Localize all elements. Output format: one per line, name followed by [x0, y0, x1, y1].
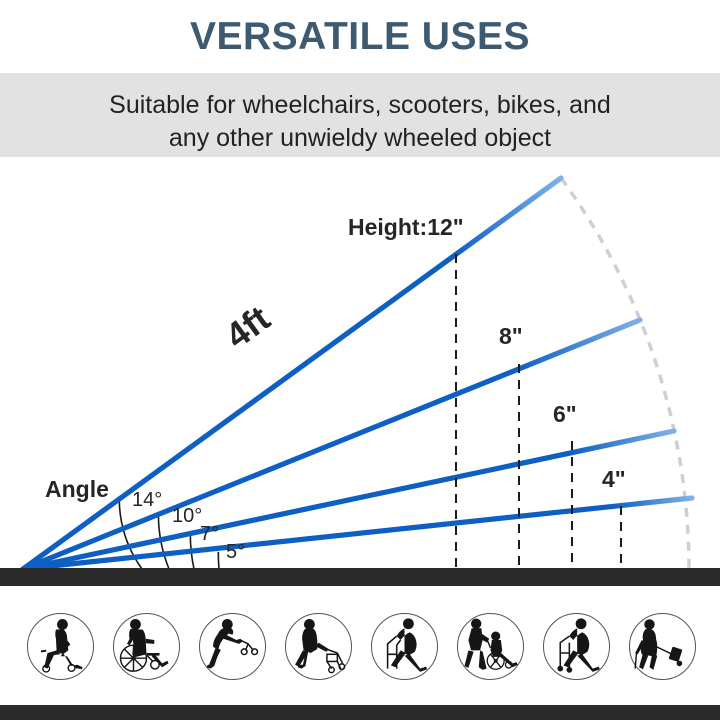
svg-text:4": 4" — [602, 466, 626, 492]
svg-text:8": 8" — [499, 323, 523, 349]
svg-text:4ft: 4ft — [218, 297, 278, 356]
svg-text:6": 6" — [553, 401, 577, 427]
svg-text:7°: 7° — [200, 523, 219, 545]
svg-text:5°: 5° — [226, 541, 245, 563]
svg-text:Angle: Angle — [45, 476, 109, 502]
svg-text:Height:12": Height:12" — [348, 214, 464, 240]
svg-text:10°: 10° — [172, 505, 202, 527]
svg-text:14°: 14° — [132, 489, 162, 511]
